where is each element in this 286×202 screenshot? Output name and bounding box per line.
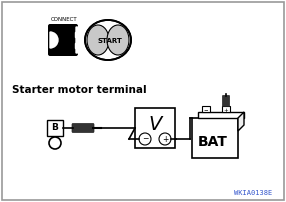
Text: CONNECT: CONNECT — [51, 17, 77, 22]
FancyBboxPatch shape — [2, 2, 284, 200]
FancyBboxPatch shape — [47, 120, 63, 136]
Circle shape — [159, 133, 171, 145]
Wedge shape — [76, 27, 89, 53]
FancyBboxPatch shape — [72, 123, 94, 133]
Bar — [75, 43, 90, 48]
FancyBboxPatch shape — [192, 118, 238, 158]
Text: START: START — [98, 38, 122, 44]
Bar — [75, 32, 90, 37]
Text: B: B — [51, 123, 58, 133]
Text: BAT: BAT — [198, 135, 228, 149]
Ellipse shape — [85, 20, 131, 60]
FancyBboxPatch shape — [202, 106, 210, 112]
Text: +: + — [162, 135, 168, 143]
Ellipse shape — [107, 25, 129, 55]
Polygon shape — [238, 112, 244, 131]
FancyBboxPatch shape — [222, 106, 230, 112]
Circle shape — [139, 133, 151, 145]
FancyBboxPatch shape — [48, 24, 78, 56]
Text: V: V — [148, 115, 162, 134]
Text: Starter motor terminal: Starter motor terminal — [12, 85, 147, 95]
FancyBboxPatch shape — [198, 112, 244, 118]
Text: −: − — [204, 107, 208, 113]
FancyBboxPatch shape — [135, 108, 175, 148]
Circle shape — [49, 137, 61, 149]
FancyBboxPatch shape — [223, 96, 229, 106]
Text: +: + — [224, 107, 229, 113]
Wedge shape — [50, 32, 58, 48]
Text: WKIA0138E: WKIA0138E — [234, 190, 272, 196]
Ellipse shape — [87, 25, 109, 55]
Text: −: − — [142, 135, 148, 143]
